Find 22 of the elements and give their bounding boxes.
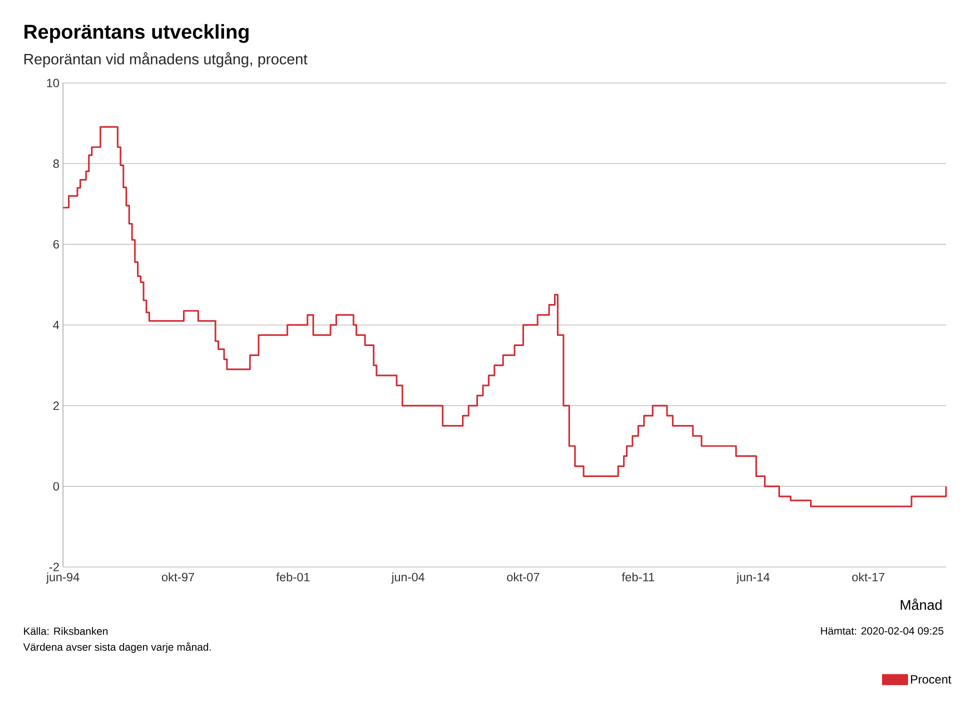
legend-label: Procent: [911, 675, 952, 684]
chart-title: Reporäntans utveckling: [24, 24, 249, 43]
text: Värdena avser sista dagen varje månad.: [23, 642, 211, 653]
x-axis-title: Månad: [900, 598, 942, 610]
y-tick-label: 2: [53, 401, 59, 410]
x-tick-label: okt-17: [852, 572, 884, 582]
x-tick-label: jun-94: [46, 572, 80, 584]
y-tick-label: 6: [53, 240, 59, 249]
x-tick-label: okt-07: [507, 572, 540, 582]
x-tick-label: feb-01: [276, 572, 310, 582]
chart-subtitle: Reporäntan vid månadens utgång, procent: [24, 52, 308, 68]
y-tick-label: 10: [47, 78, 60, 88]
x-tick-label: jun-04: [391, 572, 424, 584]
text: Hämtat: 2020-02-04 09:25: [821, 627, 944, 635]
x-tick-label: jun-14: [736, 572, 770, 584]
y-tick-label: 0: [53, 482, 60, 491]
text: Källa: Riksbanken: [24, 627, 108, 635]
y-tick-label: 4: [53, 320, 60, 330]
x-tick-label: okt-97: [162, 572, 194, 582]
y-tick-label: 8: [53, 159, 59, 168]
y-tick-label: -2: [49, 562, 59, 572]
x-tick-label: feb-11: [622, 572, 654, 582]
